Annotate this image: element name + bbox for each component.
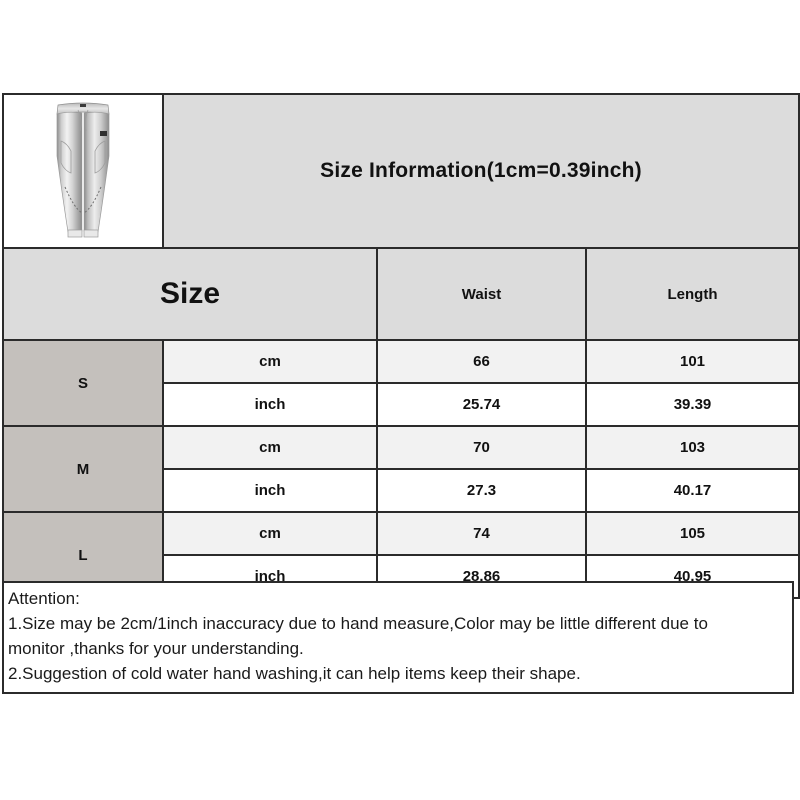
- attention-line-1: 1.Size may be 2cm/1inch inaccuracy due t…: [8, 614, 708, 633]
- product-image-cell: [2, 93, 164, 249]
- waist-inch-m: 27.3: [376, 468, 587, 513]
- header-length-label: Length: [585, 247, 800, 341]
- size-label-m: M: [2, 425, 164, 513]
- unit-cell-inch-s: inch: [162, 382, 378, 427]
- pants-icon: [56, 102, 110, 238]
- table-row: inch 27.3 40.17: [3, 468, 800, 513]
- header-row: Size Waist Length: [2, 247, 800, 341]
- waist-cm-l: 74: [376, 511, 587, 556]
- table-row: S cm 66 101: [2, 339, 800, 427]
- title-row: Size Information(1cm=0.39inch): [2, 93, 800, 249]
- unit-cell-cm-m: cm: [162, 425, 378, 470]
- table-row: inch 25.74 39.39: [3, 382, 800, 427]
- header-size-label: Size: [2, 247, 378, 341]
- waist-cm-m: 70: [376, 425, 587, 470]
- size-chart-table-wrapper: Size Information(1cm=0.39inch) Size Wais…: [2, 93, 800, 599]
- length-cm-s: 101: [585, 339, 800, 384]
- unit-cell-cm-s: cm: [162, 339, 378, 384]
- length-cm-m: 103: [585, 425, 800, 470]
- attention-heading: Attention:: [8, 589, 80, 608]
- length-inch-m: 40.17: [585, 468, 800, 513]
- size-information-table: Size Information(1cm=0.39inch) Size Wais…: [2, 93, 800, 599]
- unit-cell-cm-l: cm: [162, 511, 378, 556]
- length-cm-l: 105: [585, 511, 800, 556]
- table-row: M cm 70 103: [2, 425, 800, 513]
- size-label-s: S: [2, 339, 164, 427]
- attention-line-2: 2.Suggestion of cold water hand washing,…: [8, 664, 581, 683]
- table-row: L cm 74 105: [2, 511, 800, 599]
- size-information-title: Size Information(1cm=0.39inch): [162, 93, 800, 249]
- length-inch-s: 39.39: [585, 382, 800, 427]
- attention-note: Attention: 1.Size may be 2cm/1inch inacc…: [2, 581, 794, 694]
- waist-cm-s: 66: [376, 339, 587, 384]
- header-waist-label: Waist: [376, 247, 587, 341]
- attention-line-1-continued: monitor ,thanks for your understanding.: [8, 639, 304, 658]
- unit-cell-inch-m: inch: [162, 468, 378, 513]
- waist-inch-s: 25.74: [376, 382, 587, 427]
